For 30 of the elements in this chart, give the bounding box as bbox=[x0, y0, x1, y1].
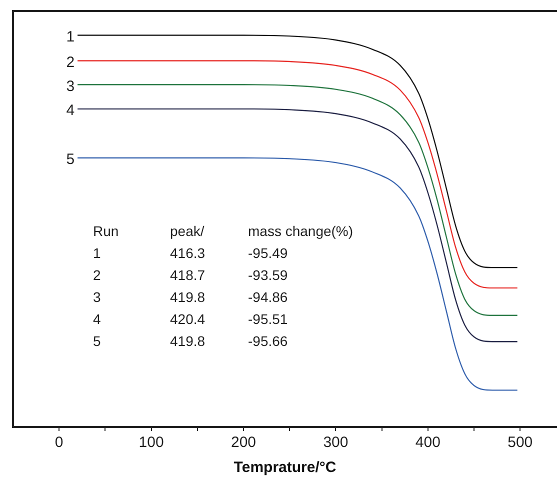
series-label: 1 bbox=[66, 28, 75, 46]
annotation: 2 bbox=[93, 266, 101, 283]
annotation: 4 bbox=[93, 310, 101, 327]
series-label: 2 bbox=[66, 54, 75, 71]
annotation: -94.86 bbox=[248, 288, 288, 305]
x-tick-label: 400 bbox=[415, 434, 440, 452]
annotation: peak/ bbox=[170, 222, 204, 239]
annotation: Run bbox=[93, 222, 119, 239]
annotation: 418.7 bbox=[170, 266, 206, 283]
annotation: -95.51 bbox=[248, 310, 288, 327]
x-tick-label: 100 bbox=[138, 434, 164, 452]
series-label: 3 bbox=[66, 78, 75, 95]
series-label: 4 bbox=[66, 102, 75, 120]
annotation: -95.66 bbox=[248, 332, 288, 349]
annotation: 5 bbox=[93, 332, 101, 349]
x-tick-label: 200 bbox=[230, 434, 256, 452]
annotation: 419.8 bbox=[170, 288, 206, 305]
x-axis-title: Temprature/°C bbox=[234, 459, 336, 476]
annotation: 419.8 bbox=[170, 332, 206, 349]
series-label: 5 bbox=[66, 151, 75, 168]
annotation: 1 bbox=[93, 244, 101, 261]
x-tick-label: 500 bbox=[508, 434, 533, 452]
annotation: 420.4 bbox=[170, 310, 206, 327]
x-tick-label: 0 bbox=[54, 434, 64, 452]
x-tick-label: 300 bbox=[323, 434, 348, 452]
annotation: -93.59 bbox=[248, 266, 288, 283]
annotation: mass change(%) bbox=[248, 222, 354, 239]
annotation: -95.49 bbox=[248, 244, 288, 261]
annotation: 3 bbox=[93, 288, 101, 305]
annotation: 416.3 bbox=[170, 244, 206, 261]
